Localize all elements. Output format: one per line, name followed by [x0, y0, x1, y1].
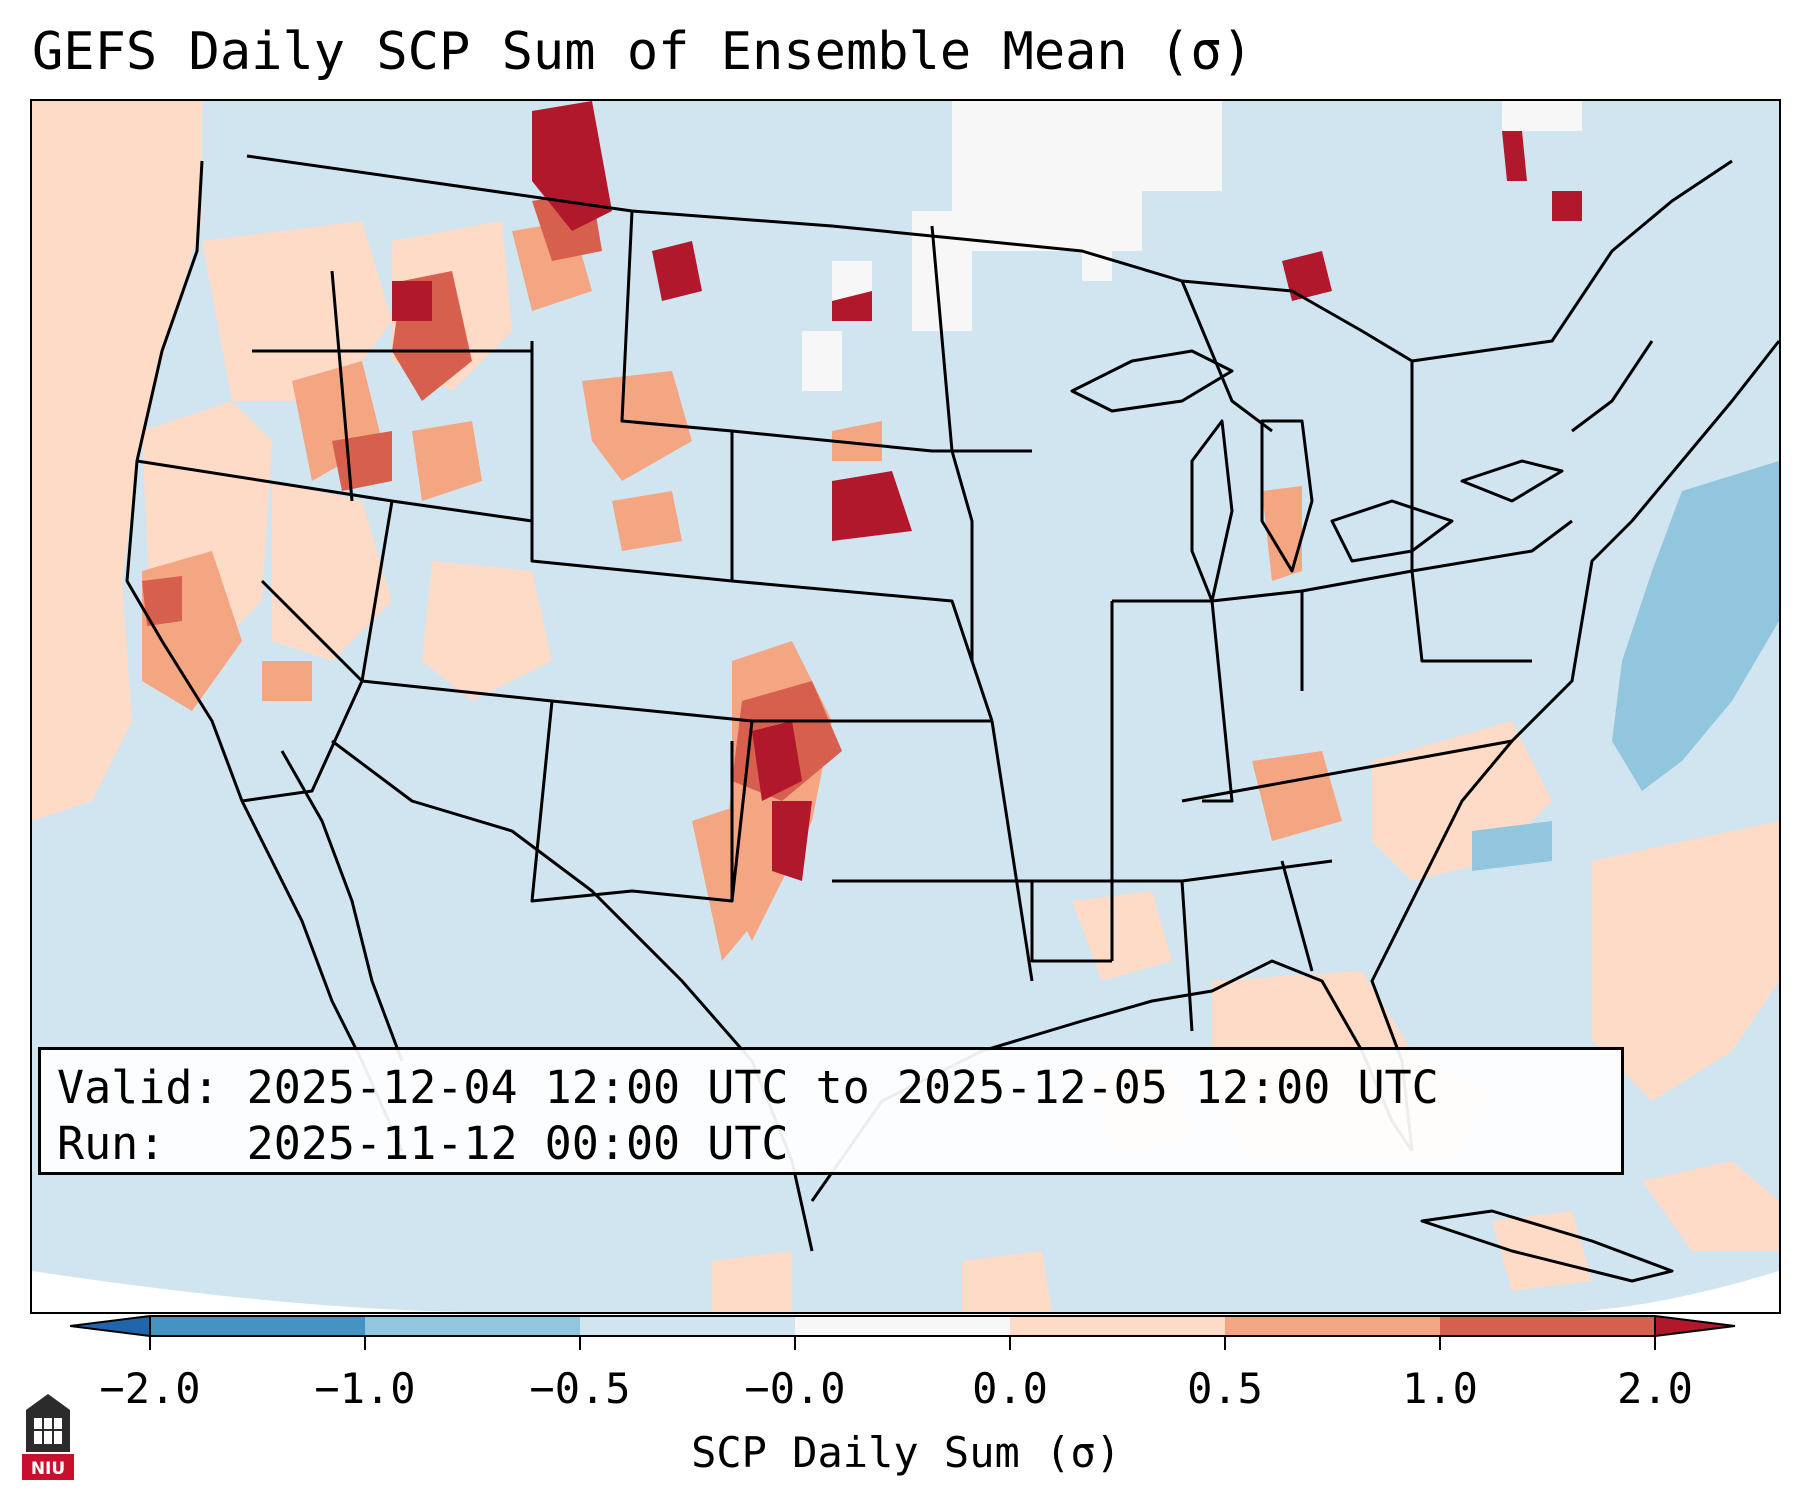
run-label: Run:	[57, 1117, 166, 1170]
valid-label: Valid:	[57, 1061, 220, 1114]
colorbar-tick-label: 0.5	[1187, 1364, 1263, 1413]
no-data-region-canada	[802, 101, 1582, 391]
colorbar	[70, 1314, 1736, 1350]
colorbar-segment-6	[1225, 1316, 1440, 1336]
valid-range: 2025-12-04 12:00 UTC to 2025-12-05 12:00…	[246, 1061, 1439, 1114]
run-time: 2025-11-12 00:00 UTC	[246, 1117, 789, 1170]
colorbar-tick-label: 2.0	[1617, 1364, 1693, 1413]
colorbar-tick-label: 1.0	[1402, 1364, 1478, 1413]
projection-edge-left	[32, 1271, 532, 1312]
anomaly-negative	[1472, 461, 1779, 871]
colorbar-tick-label: −1.0	[314, 1364, 416, 1413]
colorbar-segment-3	[580, 1316, 795, 1336]
colorbar-outline	[149, 1315, 1656, 1337]
colorbar-segment-2	[365, 1316, 580, 1336]
colorbar-tick-label: −0.0	[744, 1364, 846, 1413]
colorbar-over-arrow	[1654, 1314, 1736, 1338]
anomaly-max-positive	[392, 101, 1582, 881]
colorbar-tick-label: −2.0	[99, 1364, 201, 1413]
niu-logo: NIU	[22, 1394, 74, 1480]
niu-logo-text: NIU	[31, 1459, 65, 1479]
valid-time-box: Valid: 2025-12-04 12:00 UTC to 2025-12-0…	[38, 1047, 1624, 1175]
projection-edge-right	[1532, 1271, 1779, 1312]
colorbar-segment-7	[1440, 1316, 1655, 1336]
colorbar-segment-4	[795, 1316, 1010, 1336]
colorbar-tick-label: 0.0	[972, 1364, 1048, 1413]
colorbar-tick-label: −0.5	[529, 1364, 631, 1413]
map-title: GEFS Daily SCP Sum of Ensemble Mean (σ)	[32, 22, 1253, 82]
niu-logo-banner	[22, 1454, 74, 1480]
colorbar-segment-1	[150, 1316, 365, 1336]
colorbar-under-arrow	[70, 1314, 151, 1338]
colorbar-segment-5	[1010, 1316, 1225, 1336]
colorbar-ticks	[149, 1336, 1656, 1350]
colorbar-title: SCP Daily Sum (σ)	[691, 1428, 1121, 1477]
